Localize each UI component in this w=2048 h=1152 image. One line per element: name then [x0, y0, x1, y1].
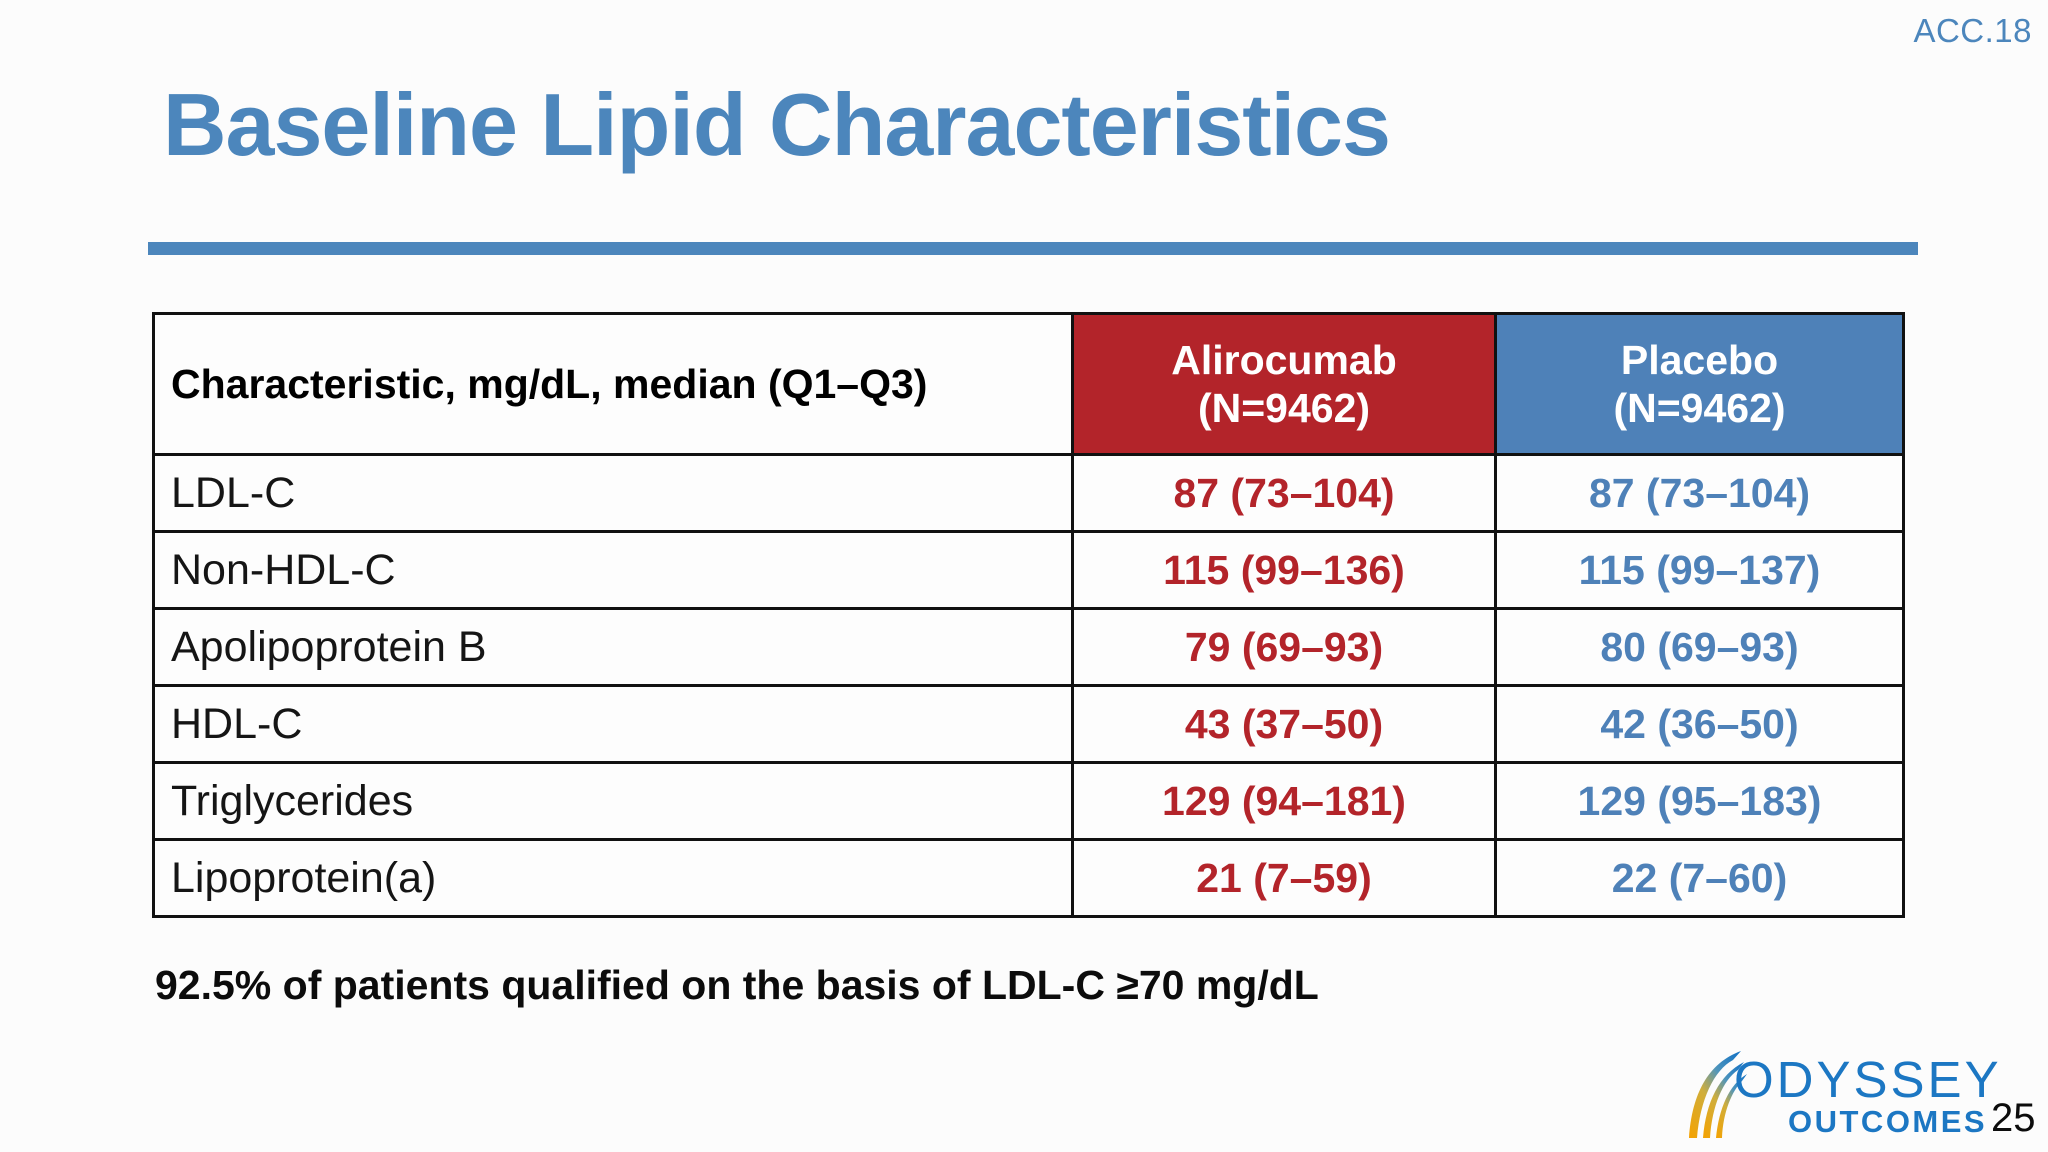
value-ldl-c-placebo: 87 (73–104)	[1494, 453, 1902, 530]
alirocumab-header-name: Alirocumab	[1171, 336, 1397, 383]
value-triglycerides-placebo: 129 (95–183)	[1494, 761, 1902, 838]
value-non-hdl-c-alirocumab: 115 (99–136)	[1071, 530, 1494, 607]
baseline-lipid-table: Characteristic, mg/dL, median (Q1–Q3) Al…	[152, 312, 1905, 918]
value-apolipoprotein-b-placebo: 80 (69–93)	[1494, 607, 1902, 684]
value-triglycerides-alirocumab: 129 (94–181)	[1071, 761, 1494, 838]
conference-tag: ACC.18	[1913, 12, 2032, 49]
page-number: 25	[1991, 1096, 2036, 1140]
value-lipoprotein-a-placebo: 22 (7–60)	[1494, 838, 1902, 915]
logo-text-odyssey: ODYSSEY	[1734, 1051, 2002, 1108]
value-apolipoprotein-b-alirocumab: 79 (69–93)	[1071, 607, 1494, 684]
placebo-header-n: (N=9462)	[1613, 385, 1786, 431]
odyssey-swoosh-icon	[1689, 1051, 1747, 1138]
logo-text-outcomes: OUTCOMES	[1788, 1104, 1988, 1139]
row-label-hdl-c: HDL-C	[155, 684, 1071, 761]
alirocumab-header-n: (N=9462)	[1197, 385, 1371, 431]
value-non-hdl-c-placebo: 115 (99–137)	[1494, 530, 1902, 607]
table-header-characteristic: Characteristic, mg/dL, median (Q1–Q3)	[171, 360, 928, 407]
value-lipoprotein-a-alirocumab: 21 (7–59)	[1071, 838, 1494, 915]
value-hdl-c-alirocumab: 43 (37–50)	[1071, 684, 1494, 761]
table-header-alirocumab: Alirocumab (N=9462)	[1071, 315, 1494, 453]
placebo-header-name: Placebo	[1620, 336, 1779, 383]
value-hdl-c-placebo: 42 (36–50)	[1494, 684, 1902, 761]
title-underline-rule	[148, 242, 1918, 255]
row-label-ldl-c: LDL-C	[155, 453, 1071, 530]
footnote: 92.5% of patients qualified on the basis…	[155, 962, 1319, 1008]
row-label-triglycerides: Triglycerides	[155, 761, 1071, 838]
row-label-apolipoprotein-b: Apolipoprotein B	[155, 607, 1071, 684]
row-label-non-hdl-c: Non-HDL-C	[155, 530, 1071, 607]
table-header-placebo: Placebo (N=9462)	[1494, 315, 1902, 453]
value-ldl-c-alirocumab: 87 (73–104)	[1071, 453, 1494, 530]
row-label-lipoprotein-a: Lipoprotein(a)	[155, 838, 1071, 915]
odyssey-outcomes-logo: ODYSSEY OUTCOMES 25	[1688, 1044, 2040, 1144]
page-title: Baseline Lipid Characteristics	[163, 75, 1391, 174]
